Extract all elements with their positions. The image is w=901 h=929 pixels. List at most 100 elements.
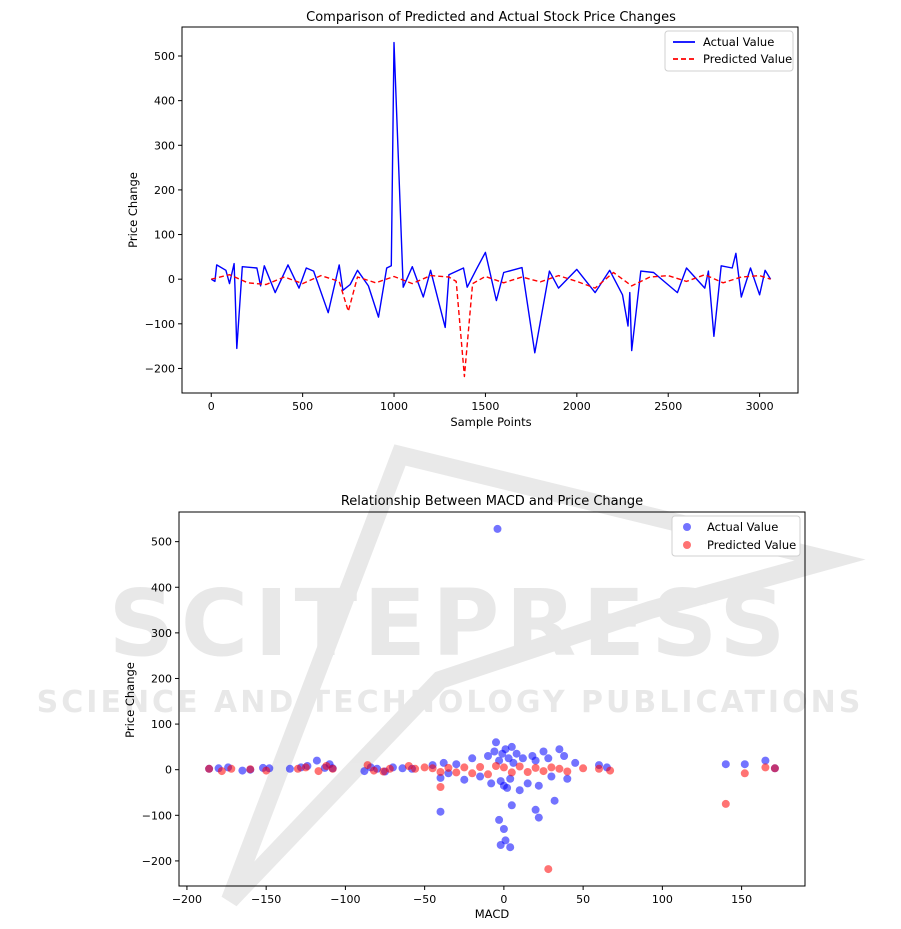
chart2-point-actual-value (721, 760, 730, 769)
chart2-point-predicted-value (369, 766, 378, 775)
chart2-point-predicted-value (322, 762, 331, 770)
chart2-point-actual-value (518, 754, 527, 763)
chart1-plot-frame (181, 26, 799, 394)
chart2-ytick-label: −200 (142, 855, 172, 868)
chart1-series (210, 41, 772, 378)
chart1-xtick-label: 1500 (471, 400, 499, 413)
chart2-point-predicted-value (452, 768, 461, 777)
chart2-point-actual-value (360, 767, 369, 776)
chart2-legend-actual-swatch (683, 523, 691, 531)
chart2-point-actual-value (547, 772, 556, 781)
chart2-xtick-label: 100 (652, 893, 673, 906)
chart2-point-predicted-value (492, 762, 500, 770)
chart2-point-actual-value (512, 749, 521, 758)
chart2-point-actual-value (501, 836, 510, 845)
chart2-xlabel: MACD (475, 907, 510, 921)
chart2-point-predicted-value (411, 764, 420, 773)
chart2-point-actual-value (531, 756, 540, 765)
chart2-point-actual-value (484, 752, 492, 760)
chart1-ytick-label: 100 (154, 229, 175, 242)
chart2-point-predicted-value (379, 767, 388, 776)
chart2-xtick-label: −50 (413, 893, 436, 906)
chart2-point-actual-value (476, 772, 485, 781)
chart2-point-actual-value (312, 756, 321, 765)
chart2-point-actual-value (493, 524, 502, 533)
chart2-point-predicted-value (246, 765, 255, 774)
chart2-point-actual-value (436, 773, 445, 782)
chart2-point-predicted-value (314, 767, 323, 776)
chart1-xtick-label: 1000 (380, 400, 408, 413)
chart2-point-predicted-value (544, 865, 553, 874)
chart2-legend: Actual Value Predicted Value (671, 515, 801, 557)
chart2-xtick-label: −100 (330, 893, 360, 906)
chart1-legend-box (664, 30, 794, 72)
chart2-point-actual-value (503, 783, 512, 792)
chart2-ytick-label: 500 (151, 536, 172, 549)
chart2-point-actual-value (523, 779, 532, 788)
chart2-point-actual-value (761, 756, 770, 765)
chart1-series-predicted-value (211, 271, 771, 378)
chart2-point-actual-value (509, 758, 518, 767)
chart2-point-actual-value (531, 805, 540, 814)
chart1-ticks: 0 500 1000 1500 2000 2500 3000 −200 −100 0 100 200 3… (145, 50, 774, 413)
chart1-legend: Actual Value Predicted Value (664, 30, 794, 72)
chart1-ytick-label: 500 (154, 50, 175, 63)
chart2-point-predicted-value (721, 799, 730, 808)
chart2-point-predicted-value (761, 763, 770, 772)
chart2-point-predicted-value (523, 768, 532, 776)
chart1-ytick-label: 200 (154, 184, 175, 197)
chart2-ticks: −200 −150 −100 −50 0 50 100 150 −200 −100 0 100 200 3… (142, 536, 752, 906)
chart2-point-predicted-value (436, 783, 445, 791)
svg-text:SCIENCE AND TECHNOLOGY PUBLICA: SCIENCE AND TECHNOLOGY PUBLICATIONS (37, 685, 864, 720)
chart2-legend-predicted-swatch (683, 541, 691, 549)
chart2-ytick-label: 100 (151, 718, 172, 731)
chart2-ylabel: Price Change (123, 662, 137, 738)
chart1-ytick-label: 400 (154, 95, 175, 108)
chart2-point-actual-value (499, 825, 508, 833)
chart2-legend-predicted-label: Predicted Value (707, 538, 796, 552)
chart1-ytick-label: −100 (145, 318, 175, 331)
chart2-point-actual-value (452, 760, 461, 769)
chart2-point-predicted-value (428, 764, 437, 773)
chart2-point-predicted-value (468, 769, 477, 778)
chart2-ytick-label: −100 (142, 809, 172, 822)
chart2-point-predicted-value (595, 764, 603, 773)
chart2-point-predicted-value (363, 761, 372, 770)
chart2-point-actual-value (468, 754, 477, 763)
chart2-ytick-label: 400 (151, 581, 172, 594)
chart1-series-actual-value (210, 41, 772, 354)
chart2-ytick-label: 300 (151, 627, 172, 640)
chart2-xtick-label: −200 (172, 893, 202, 906)
chart1-xtick-label: 0 (208, 400, 215, 413)
chart2-point-predicted-value (507, 768, 516, 777)
chart2-point-actual-value (501, 745, 510, 754)
chart2-point-predicted-value (262, 766, 271, 775)
chart2-legend-actual-label: Actual Value (707, 520, 778, 534)
chart2-point-actual-value (539, 747, 548, 756)
chart2-point-actual-value (563, 774, 572, 783)
chart2-ytick-label: 200 (151, 672, 172, 685)
chart2-point-predicted-value (385, 764, 394, 773)
chart2-point-predicted-value (301, 763, 310, 772)
chart2-xtick-label: −150 (251, 893, 281, 906)
chart2-xtick-label: 150 (731, 893, 752, 906)
chart2-point-predicted-value (460, 763, 469, 772)
chart1-xlabel: Sample Points (450, 415, 531, 429)
chart2-point-predicted-value (205, 764, 214, 773)
chart2-point-actual-value (398, 764, 407, 773)
chart2-point-actual-value (507, 742, 516, 751)
chart2-point-actual-value (436, 807, 445, 816)
chart2-point-predicted-value (476, 763, 485, 771)
chart2-point-predicted-value (499, 763, 508, 772)
chart2-point-predicted-value (227, 764, 236, 773)
chart1-ytick-label: 300 (154, 139, 175, 152)
chart2-point-actual-value (492, 738, 500, 747)
chart2-point-predicted-value (547, 763, 556, 772)
chart2-point-predicted-value (420, 763, 429, 772)
chart1-legend-actual-label: Actual Value (703, 35, 774, 49)
chart2-point-actual-value (487, 779, 496, 788)
chart2-ytick-label: 0 (165, 764, 172, 777)
chart1-ytick-label: −200 (145, 362, 175, 375)
chart1-legend-predicted-label: Predicted Value (703, 52, 792, 66)
